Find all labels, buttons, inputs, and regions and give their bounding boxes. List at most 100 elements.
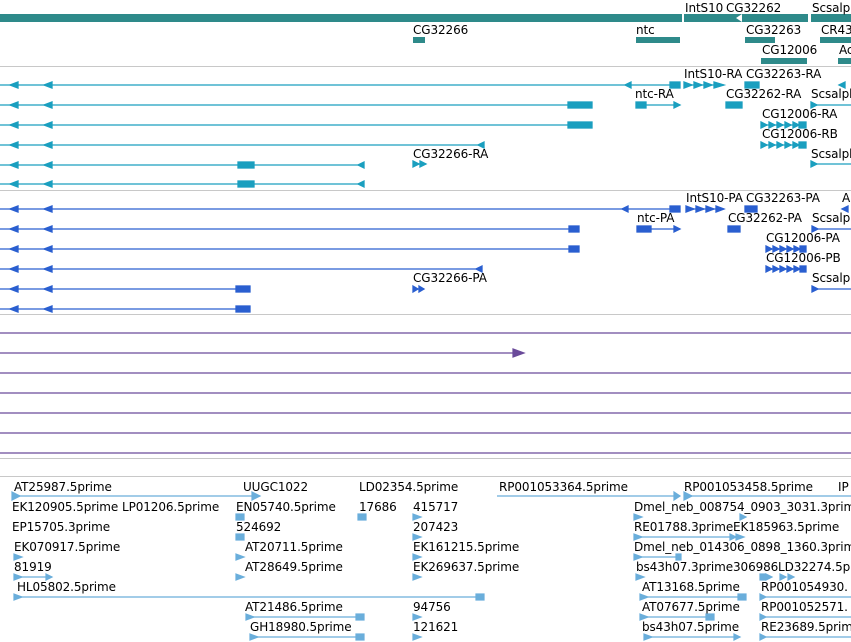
- est-feature[interactable]: [683, 491, 851, 501]
- est-feature[interactable]: [759, 593, 851, 601]
- est-label[interactable]: RP001053364.5prime: [499, 480, 628, 494]
- est-feature[interactable]: [412, 573, 423, 581]
- est-label[interactable]: AT13168.5prime: [642, 580, 740, 594]
- polypeptide-feature[interactable]: [0, 264, 483, 274]
- est-label[interactable]: EK161215.5prime: [413, 540, 520, 554]
- est-feature[interactable]: [235, 533, 245, 541]
- polypeptide-label[interactable]: Scsalp: [812, 211, 851, 225]
- est-feature[interactable]: [635, 573, 646, 581]
- transcript-feature[interactable]: [0, 160, 365, 170]
- polypeptide-feature[interactable]: [636, 224, 682, 234]
- est-feature[interactable]: [235, 513, 245, 521]
- est-label[interactable]: EK070917.5prime: [14, 540, 121, 554]
- est-feature[interactable]: [412, 533, 423, 541]
- transcript-feature[interactable]: [412, 159, 428, 169]
- polypeptide-label[interactable]: CG12006-PA: [766, 231, 840, 245]
- transcript-feature[interactable]: [810, 100, 851, 110]
- est-label[interactable]: 207423: [413, 520, 459, 534]
- est-label[interactable]: 81919: [14, 560, 52, 574]
- polypeptide-label[interactable]: ntc-PA: [637, 211, 675, 225]
- polypeptide-label[interactable]: CG32263-PA: [746, 191, 820, 205]
- est-feature[interactable]: [13, 593, 485, 601]
- est-label[interactable]: 17686: [359, 500, 397, 514]
- gene-feature[interactable]: [724, 14, 742, 22]
- est-feature[interactable]: [412, 513, 423, 521]
- est-label[interactable]: LD02354.5prime: [359, 480, 459, 494]
- gene-label[interactable]: CG32263: [746, 23, 802, 37]
- est-label[interactable]: RP001053458.5prime: [684, 480, 813, 494]
- gene-feature[interactable]: [636, 37, 680, 43]
- est-feature[interactable]: [249, 633, 365, 641]
- gene-feature[interactable]: [684, 14, 724, 22]
- est-label[interactable]: EN05740.5prime: [236, 500, 336, 514]
- est-feature[interactable]: [412, 553, 423, 561]
- gene-label[interactable]: ntc: [636, 23, 655, 37]
- est-label[interactable]: 524692: [236, 520, 282, 534]
- transcript-feature[interactable]: [837, 80, 846, 90]
- polypeptide-feature[interactable]: [0, 305, 251, 313]
- transcript-label[interactable]: CG12006-RA: [762, 107, 838, 121]
- transcript-feature[interactable]: [760, 120, 807, 130]
- est-label[interactable]: AT25987.5prime: [14, 480, 112, 494]
- est-label[interactable]: Dmel_neb_008754_0903_3031.3prime: [634, 500, 851, 514]
- est-feature[interactable]: [11, 491, 262, 501]
- transcript-feature[interactable]: [683, 81, 727, 89]
- est-label[interactable]: Dmel_neb_014306_0898_1360.3prime: [634, 540, 851, 554]
- est-label[interactable]: AT07677.5prime: [642, 600, 740, 614]
- est-feature[interactable]: [245, 613, 365, 621]
- transcript-feature[interactable]: [0, 80, 681, 90]
- est-feature[interactable]: [412, 613, 423, 621]
- transcript-label[interactable]: Scsalph: [811, 147, 851, 161]
- polypeptide-feature[interactable]: [765, 264, 807, 274]
- polypeptide-feature[interactable]: [811, 284, 851, 294]
- est-label[interactable]: EP15705.3prime: [12, 520, 110, 534]
- est-feature[interactable]: [497, 490, 682, 502]
- est-feature[interactable]: [235, 573, 246, 581]
- polypeptide-feature[interactable]: [727, 225, 741, 233]
- est-feature[interactable]: [759, 613, 851, 621]
- transcript-label[interactable]: ntc-RA: [635, 87, 674, 101]
- est-feature[interactable]: [643, 633, 742, 641]
- gene-feature[interactable]: [838, 58, 851, 64]
- mrna-feature[interactable]: [0, 348, 526, 358]
- est-feature[interactable]: [13, 573, 54, 581]
- polypeptide-feature[interactable]: [744, 205, 758, 213]
- gene-feature[interactable]: [745, 37, 775, 43]
- est-feature[interactable]: [759, 633, 851, 641]
- est-feature[interactable]: [235, 553, 246, 561]
- gene-label[interactable]: CR43: [821, 23, 851, 37]
- transcript-feature[interactable]: [725, 101, 743, 109]
- est-feature[interactable]: [13, 553, 24, 561]
- polypeptide-feature[interactable]: [0, 285, 251, 293]
- est-label[interactable]: HL05802.5prime: [17, 580, 116, 594]
- polypeptide-feature[interactable]: [811, 224, 851, 234]
- transcript-feature[interactable]: [0, 121, 593, 129]
- transcript-feature[interactable]: [744, 81, 760, 89]
- est-label[interactable]: EK269637.5prime: [413, 560, 520, 574]
- polypeptide-label[interactable]: A: [842, 191, 851, 205]
- polypeptide-feature[interactable]: [0, 225, 580, 233]
- transcript-feature[interactable]: [635, 100, 682, 110]
- est-feature[interactable]: [639, 593, 747, 601]
- est-label[interactable]: bs43h07.3prime: [636, 560, 734, 574]
- est-feature[interactable]: [412, 633, 423, 641]
- polypeptide-feature[interactable]: [412, 284, 426, 294]
- polypeptide-label[interactable]: CG32266-PA: [413, 271, 487, 285]
- gene-feature[interactable]: [820, 37, 851, 43]
- polypeptide-feature[interactable]: [685, 205, 726, 213]
- est-feature[interactable]: [779, 573, 796, 581]
- est-label[interactable]: 121621: [413, 620, 459, 634]
- est-feature[interactable]: [633, 553, 682, 561]
- gene-feature[interactable]: [0, 14, 682, 22]
- polypeptide-feature[interactable]: [0, 245, 580, 253]
- est-label[interactable]: RE23689.5prime: [761, 620, 851, 634]
- transcript-feature[interactable]: [810, 159, 851, 169]
- gene-label[interactable]: CG12006: [762, 43, 818, 57]
- transcript-label[interactable]: CG32263-RA: [746, 67, 822, 81]
- est-label[interactable]: LD32274.5p: [778, 560, 851, 574]
- est-label[interactable]: EK120905.5prime: [12, 500, 119, 514]
- transcript-feature[interactable]: [760, 140, 807, 150]
- polypeptide-feature[interactable]: [840, 204, 849, 214]
- est-label[interactable]: AT28649.5prime: [245, 560, 343, 574]
